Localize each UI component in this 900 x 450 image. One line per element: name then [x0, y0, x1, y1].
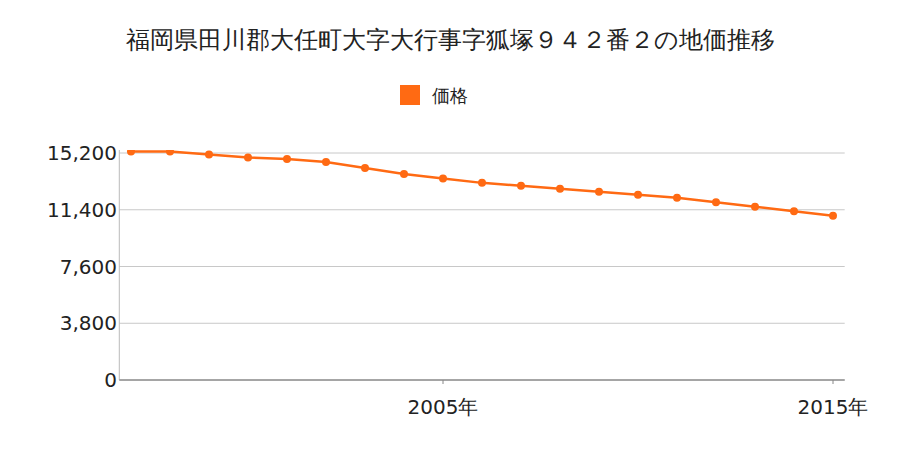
- title: 福岡県田川郡大任町大字大行事字狐塚９４２番２の地価推移: [126, 26, 775, 54]
- point: [517, 182, 525, 190]
- grid-line: [119, 209, 844, 210]
- point: [634, 191, 642, 199]
- y-tick-label: 15,200: [47, 141, 117, 165]
- chart: 福岡県田川郡大任町大字大行事字狐塚９４２番２の地価推移価格 0 3,800 7,600…: [0, 0, 900, 450]
- legend-swatch: [400, 85, 420, 105]
- point: [478, 179, 486, 187]
- point: [400, 170, 408, 178]
- x-tick-label: 2015年: [798, 395, 869, 419]
- grid-line: [119, 266, 844, 267]
- grid-line: [119, 323, 844, 324]
- point: [127, 150, 135, 155]
- point: [712, 198, 720, 206]
- point: [829, 212, 837, 220]
- point: [361, 164, 369, 172]
- point: [673, 194, 681, 202]
- y-tick-label: 7,600: [60, 255, 117, 279]
- point: [556, 185, 564, 193]
- point: [439, 174, 447, 182]
- point: [244, 153, 252, 161]
- y-axis-line: [119, 150, 120, 380]
- x-tick: [833, 380, 834, 384]
- x-axis-line: [119, 380, 844, 381]
- grid-line: [119, 153, 844, 154]
- point: [205, 150, 213, 158]
- legend-label: 価格: [432, 85, 468, 106]
- point: [322, 158, 330, 166]
- y-tick-label: 0: [104, 368, 117, 392]
- line: [131, 152, 833, 216]
- grid-line: [119, 380, 844, 381]
- point: [751, 203, 759, 211]
- x-tick: [443, 380, 444, 384]
- x-tick-label: 2005年: [408, 395, 479, 419]
- point: [283, 155, 291, 163]
- point: [790, 207, 798, 215]
- point: [166, 150, 174, 155]
- y-tick-label: 3,800: [60, 311, 117, 335]
- y-tick-label: 11,400: [47, 198, 117, 222]
- point: [595, 188, 603, 196]
- plot-area: [127, 150, 837, 220]
